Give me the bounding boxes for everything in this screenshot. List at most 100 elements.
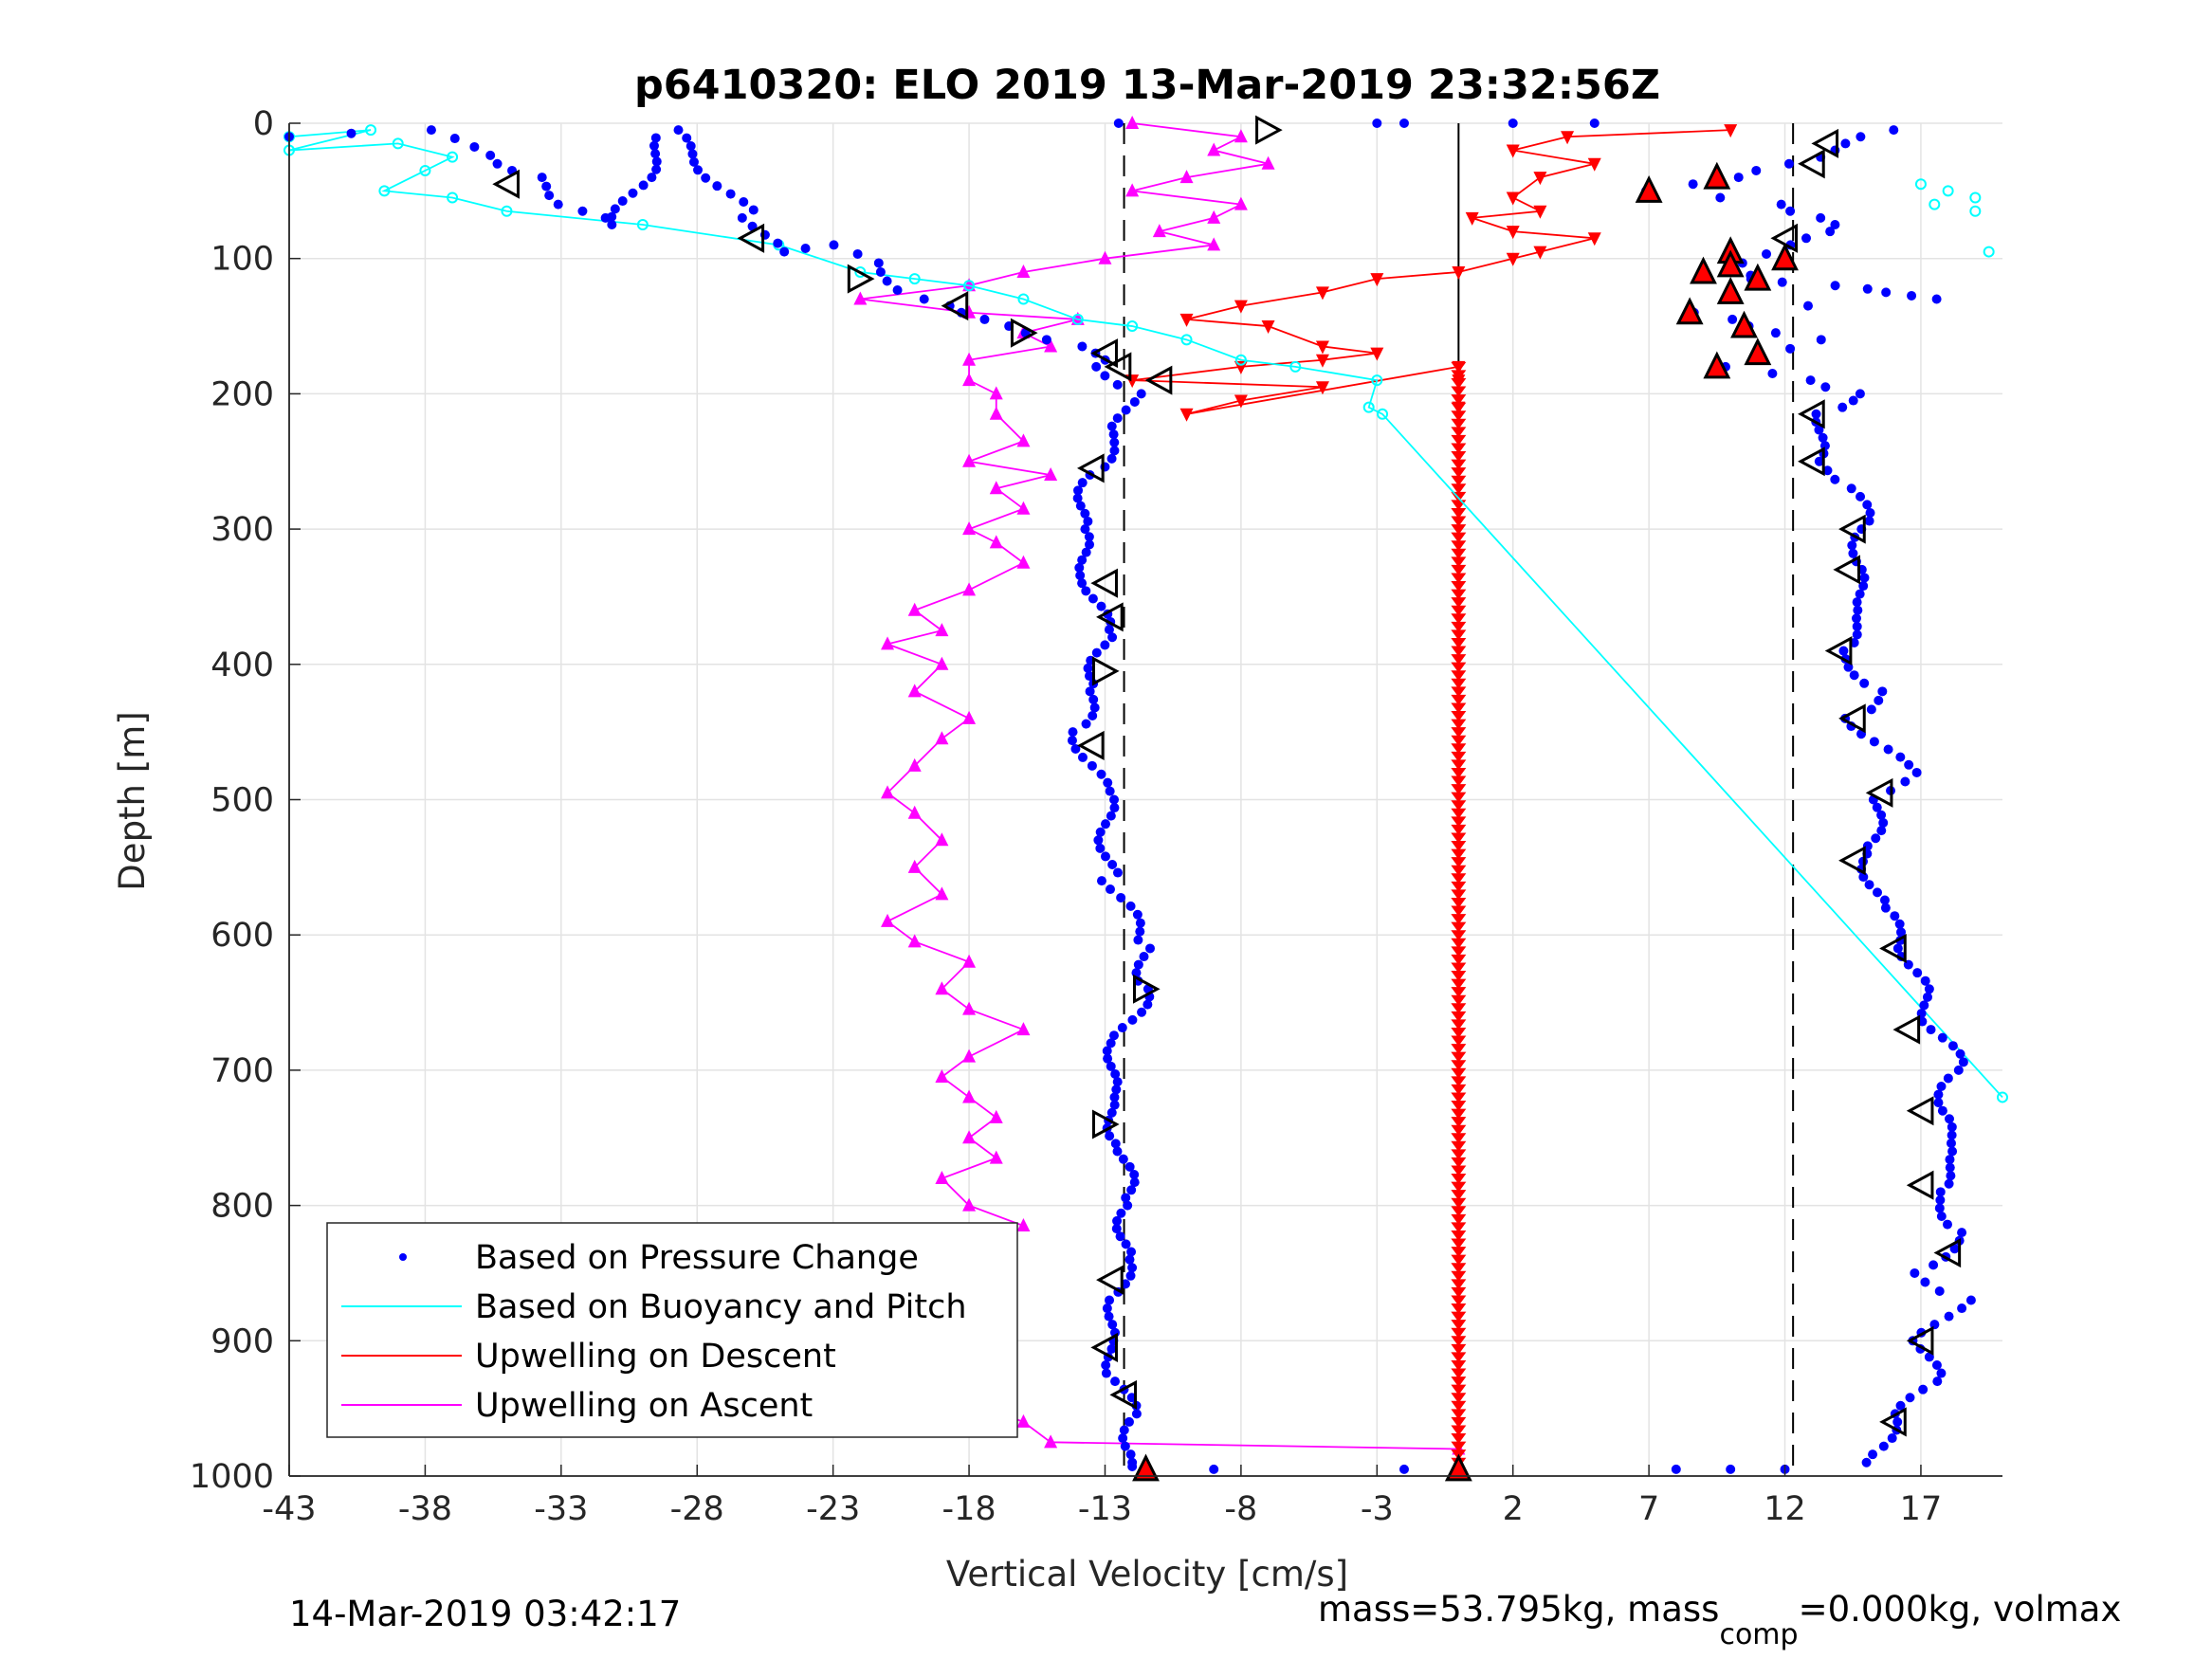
descent-column-point [1451, 1060, 1467, 1071]
pressure-point [1816, 335, 1826, 345]
y-tick-label: 800 [210, 1188, 274, 1226]
pressure-point [739, 197, 749, 208]
pressure-point [1111, 1224, 1122, 1234]
descent-column-point [1451, 1133, 1467, 1144]
descent-column-point [1451, 775, 1467, 787]
descent-column-point [1451, 483, 1467, 495]
pressure-point [1924, 984, 1934, 994]
y-tick-label: 500 [210, 782, 274, 820]
pressure-point [1671, 1464, 1681, 1474]
descent-column-point [1451, 443, 1467, 454]
descent-column-point [1451, 694, 1467, 705]
buoyancy-point [1377, 408, 1389, 420]
footer-mass: mass=53.795kg, masscomp=0.000kg, volmax [1318, 1589, 2121, 1651]
pressure-point [1825, 227, 1836, 237]
pressure-point [1919, 1000, 1929, 1011]
pressure-point [1848, 548, 1858, 558]
pressure-point [1873, 887, 1883, 898]
y-axis-label: Depth [m] [112, 711, 153, 890]
ascent-point [1125, 183, 1140, 197]
open-triangle-marker [1798, 149, 1825, 179]
ascent-point [962, 1197, 977, 1212]
descent-column-point [1451, 654, 1467, 665]
descent-column-point [1451, 792, 1467, 803]
descent-column-point [1451, 905, 1467, 917]
open-triangle-marker [1811, 128, 1839, 158]
ascent-point [907, 859, 922, 873]
pressure-point [1077, 478, 1088, 488]
open-triangle-marker [1144, 365, 1173, 395]
pressure-point [873, 258, 884, 268]
descent-column-point [1451, 1165, 1467, 1176]
x-tick-label: -33 [534, 1490, 588, 1528]
pressure-point [1853, 605, 1863, 615]
pressure-point [1934, 1203, 1945, 1213]
pressure-point [1688, 179, 1698, 190]
ascent-point [989, 535, 1003, 549]
descent-column-point [1451, 1092, 1467, 1103]
descent-column-point [1451, 1400, 1467, 1412]
pressure-point [1106, 811, 1116, 821]
pressure-point [1820, 382, 1831, 392]
pressure-point [1125, 1449, 1136, 1460]
pressure-point [651, 164, 662, 174]
pressure-point [1129, 396, 1140, 407]
ascent-point [907, 602, 922, 616]
pressure-point [1911, 767, 1922, 777]
descent-column-point [1451, 1003, 1467, 1014]
pressure-point [1862, 500, 1873, 510]
open-triangle-marker [1091, 656, 1120, 686]
pressure-point [1100, 640, 1110, 650]
descent-column-point [1451, 767, 1467, 778]
pressure-point [800, 243, 811, 253]
filled-triangle-marker [1716, 277, 1745, 304]
buoyancy-point [1126, 320, 1139, 333]
y-tick-label: 300 [210, 511, 274, 549]
descent-point [1179, 313, 1194, 327]
pressure-point [1121, 405, 1131, 415]
pressure-point [1091, 361, 1102, 372]
buoyancy-point [419, 164, 431, 176]
open-triangle-marker [1865, 777, 1893, 808]
pressure-point [1101, 1368, 1111, 1378]
descent-column-point [1451, 857, 1467, 868]
y-tick-label: 600 [210, 917, 274, 955]
ascent-point [881, 636, 895, 650]
pressure-point [1133, 935, 1143, 945]
descent-column-point [1451, 848, 1467, 860]
descent-point [1179, 408, 1194, 422]
buoyancy-point [1289, 360, 1302, 373]
descent-column-point [1451, 1368, 1467, 1379]
pressure-point [1100, 371, 1110, 381]
pressure-point [1876, 826, 1887, 836]
pressure-point [1106, 1343, 1117, 1354]
descent-column-point [1451, 573, 1467, 584]
descent-column-point [1451, 1393, 1467, 1404]
descent-column-point [1451, 1149, 1467, 1160]
descent-column-point [1451, 475, 1467, 486]
descent-column-point [1451, 516, 1467, 527]
descent-column-point [1451, 1279, 1467, 1290]
ascent-point [1261, 155, 1275, 170]
pressure-point [1112, 1077, 1123, 1087]
ascent-point [1179, 170, 1194, 184]
descent-point [1465, 211, 1479, 226]
pressure-point [651, 156, 662, 167]
pressure-point [1109, 446, 1120, 456]
descent-column-point [1451, 459, 1467, 470]
pressure-point [1715, 192, 1726, 203]
ascent-point [1234, 129, 1248, 143]
descent-point [1315, 286, 1329, 301]
ascent-point [935, 1171, 949, 1185]
buoyancy-point [963, 280, 976, 292]
buoyancy-point [1071, 313, 1084, 325]
filled-triangle-marker [1730, 310, 1758, 338]
pressure-point [617, 196, 628, 207]
pressure-point [1949, 1244, 1960, 1254]
pressure-point [1106, 453, 1117, 464]
descent-column-point [1451, 1124, 1467, 1136]
descent-column-point [1451, 1441, 1467, 1452]
descent-column-point [1451, 451, 1467, 463]
descent-column-point [1451, 377, 1467, 389]
descent-point [1587, 232, 1601, 246]
